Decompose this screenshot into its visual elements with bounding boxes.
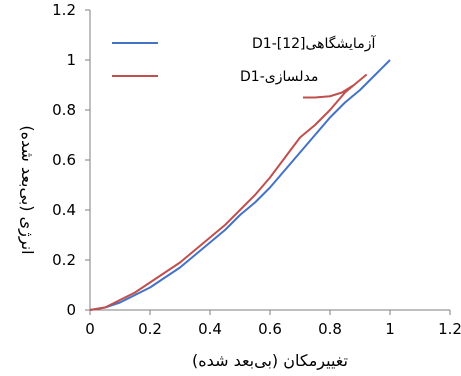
x-tick-label: 1 <box>385 320 395 338</box>
axes <box>89 10 450 311</box>
y-tick-label: 0 <box>66 301 76 319</box>
y-tick-label: 0.2 <box>52 251 76 269</box>
y-tick-label: 0.8 <box>52 101 76 119</box>
y-tick-label: 1.2 <box>52 1 76 19</box>
y-tick-label: 0.4 <box>52 201 76 219</box>
x-tick-label: 1.2 <box>438 320 461 338</box>
y-tick-label: 0.6 <box>52 151 76 169</box>
x-tick-label: 0.4 <box>198 320 222 338</box>
x-tick-label: 0.2 <box>138 320 162 338</box>
legend-label-experimental: آزمایشگاهی[12]-D1 <box>252 35 376 52</box>
x-axis-label: تغییرمکان (بی‌بعد شده) <box>192 351 348 371</box>
y-ticks: 0 0.2 0.4 0.6 0.8 1 1.2 <box>52 1 90 319</box>
x-tick-label: 0.8 <box>318 320 342 338</box>
legend: آزمایشگاهی[12]-D1 مدلسازی-D1 <box>112 35 376 85</box>
series-group <box>89 59 391 311</box>
x-tick-label: 0 <box>85 320 95 338</box>
y-axis-label: انرژی (بی‌بعد شده) <box>17 125 37 254</box>
x-ticks: 0 0.2 0.4 0.6 0.8 1 1.2 <box>85 310 461 338</box>
y-tick-label: 1 <box>66 51 76 69</box>
series-line-simulation <box>89 74 367 311</box>
x-tick-label: 0.6 <box>258 320 282 338</box>
legend-label-simulation: مدلسازی-D1 <box>240 69 318 85</box>
series-line-experimental <box>89 59 391 311</box>
